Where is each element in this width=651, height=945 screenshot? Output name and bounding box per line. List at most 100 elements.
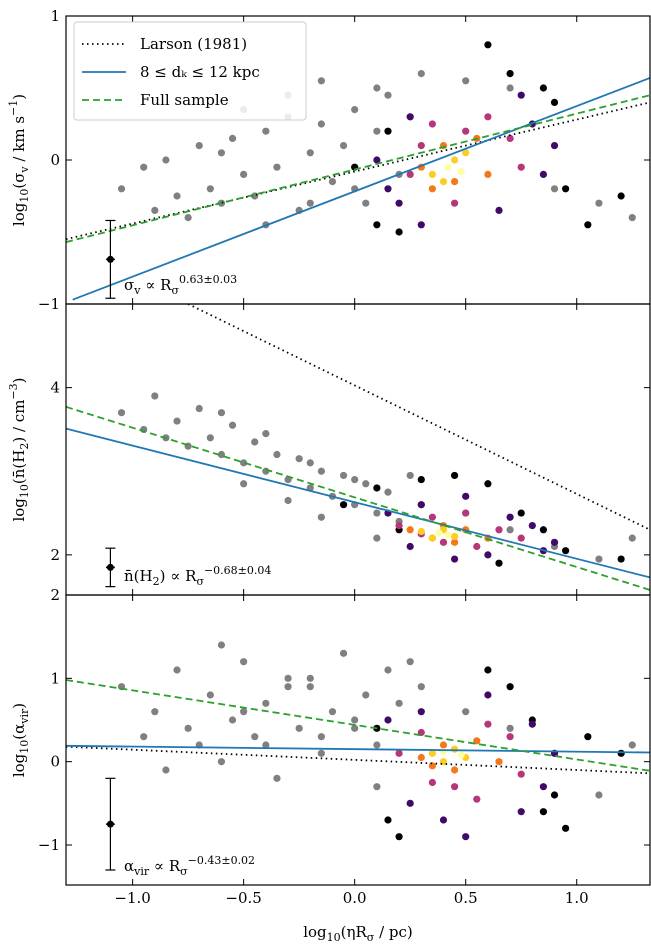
fit-line — [66, 744, 650, 754]
point — [217, 758, 226, 766]
text-part: −3 — [7, 383, 20, 399]
point — [462, 708, 470, 716]
point — [262, 430, 270, 438]
text-part: 10 — [18, 740, 31, 754]
point — [162, 156, 170, 164]
text-part: 2 — [153, 575, 160, 588]
text-part: log — [10, 753, 28, 777]
point — [328, 708, 337, 716]
point — [506, 84, 514, 92]
point — [339, 649, 348, 657]
point — [506, 724, 514, 732]
x-tick-label: −0.5 — [225, 889, 261, 907]
point — [517, 163, 525, 171]
error-point — [106, 255, 114, 263]
point — [417, 501, 425, 509]
text-part: σ — [124, 276, 134, 294]
point — [539, 783, 548, 791]
point — [439, 816, 448, 824]
point — [273, 774, 281, 782]
point — [151, 206, 159, 214]
y-tick-label: 1 — [50, 669, 60, 687]
point — [373, 741, 381, 749]
point — [417, 476, 425, 484]
point — [162, 766, 170, 774]
point — [450, 156, 459, 164]
point — [628, 534, 636, 542]
point — [484, 551, 492, 559]
point — [484, 691, 492, 699]
legend-box — [73, 21, 307, 121]
point — [217, 450, 226, 459]
y-tick-label: 0 — [50, 151, 60, 169]
point — [417, 527, 425, 536]
point — [450, 471, 459, 480]
point — [517, 808, 525, 816]
y-axis-label: log10(σv / km s−1) — [7, 94, 31, 226]
point — [240, 170, 248, 178]
fit-line — [66, 405, 650, 591]
point — [339, 471, 348, 480]
x-tick-label: 0.5 — [454, 889, 478, 907]
point — [373, 484, 381, 492]
text-part: v — [133, 284, 141, 297]
text-part: 10 — [18, 484, 31, 498]
point — [617, 555, 625, 563]
point — [462, 127, 470, 135]
point — [351, 724, 359, 732]
point — [428, 120, 436, 128]
legend-label: Full sample — [140, 91, 229, 109]
text-part: ) ∝ R — [160, 567, 198, 585]
point — [506, 683, 514, 691]
point — [495, 559, 503, 567]
text-part: ) — [10, 703, 28, 709]
text-part: / pc) — [374, 923, 412, 941]
point — [428, 185, 436, 193]
point — [517, 770, 525, 778]
point — [457, 751, 465, 759]
text-part: vir — [133, 865, 150, 878]
text-part: log — [10, 498, 28, 522]
point — [384, 185, 392, 193]
text-part: (σ — [10, 173, 28, 189]
point — [217, 149, 226, 157]
fit-line — [66, 427, 650, 579]
point — [428, 513, 436, 521]
point — [428, 749, 436, 757]
point — [217, 409, 226, 417]
point — [306, 683, 314, 691]
point — [373, 221, 381, 229]
text-part: ) — [10, 94, 28, 100]
y-tick-label: 0 — [50, 753, 60, 771]
point — [351, 476, 359, 484]
point — [273, 163, 281, 171]
point — [439, 538, 448, 546]
point — [439, 741, 448, 749]
point — [339, 142, 348, 150]
point — [240, 459, 248, 467]
point — [495, 206, 503, 214]
point — [173, 417, 181, 425]
point — [462, 77, 470, 85]
point — [295, 724, 303, 732]
point — [317, 513, 325, 521]
text-part: v — [18, 166, 31, 174]
point — [351, 106, 359, 114]
text-part: log — [10, 202, 28, 226]
fit-line — [66, 101, 650, 241]
point — [584, 221, 592, 229]
point — [317, 120, 325, 128]
point — [428, 170, 436, 178]
point — [306, 459, 314, 467]
text-part: 2 — [18, 443, 31, 450]
point — [328, 178, 337, 186]
point — [506, 526, 514, 534]
point — [395, 521, 403, 530]
point — [595, 199, 603, 207]
point — [373, 127, 381, 135]
point — [228, 716, 237, 724]
point — [473, 795, 481, 803]
point — [228, 134, 237, 142]
text-part: 0.63±0.03 — [179, 273, 237, 286]
